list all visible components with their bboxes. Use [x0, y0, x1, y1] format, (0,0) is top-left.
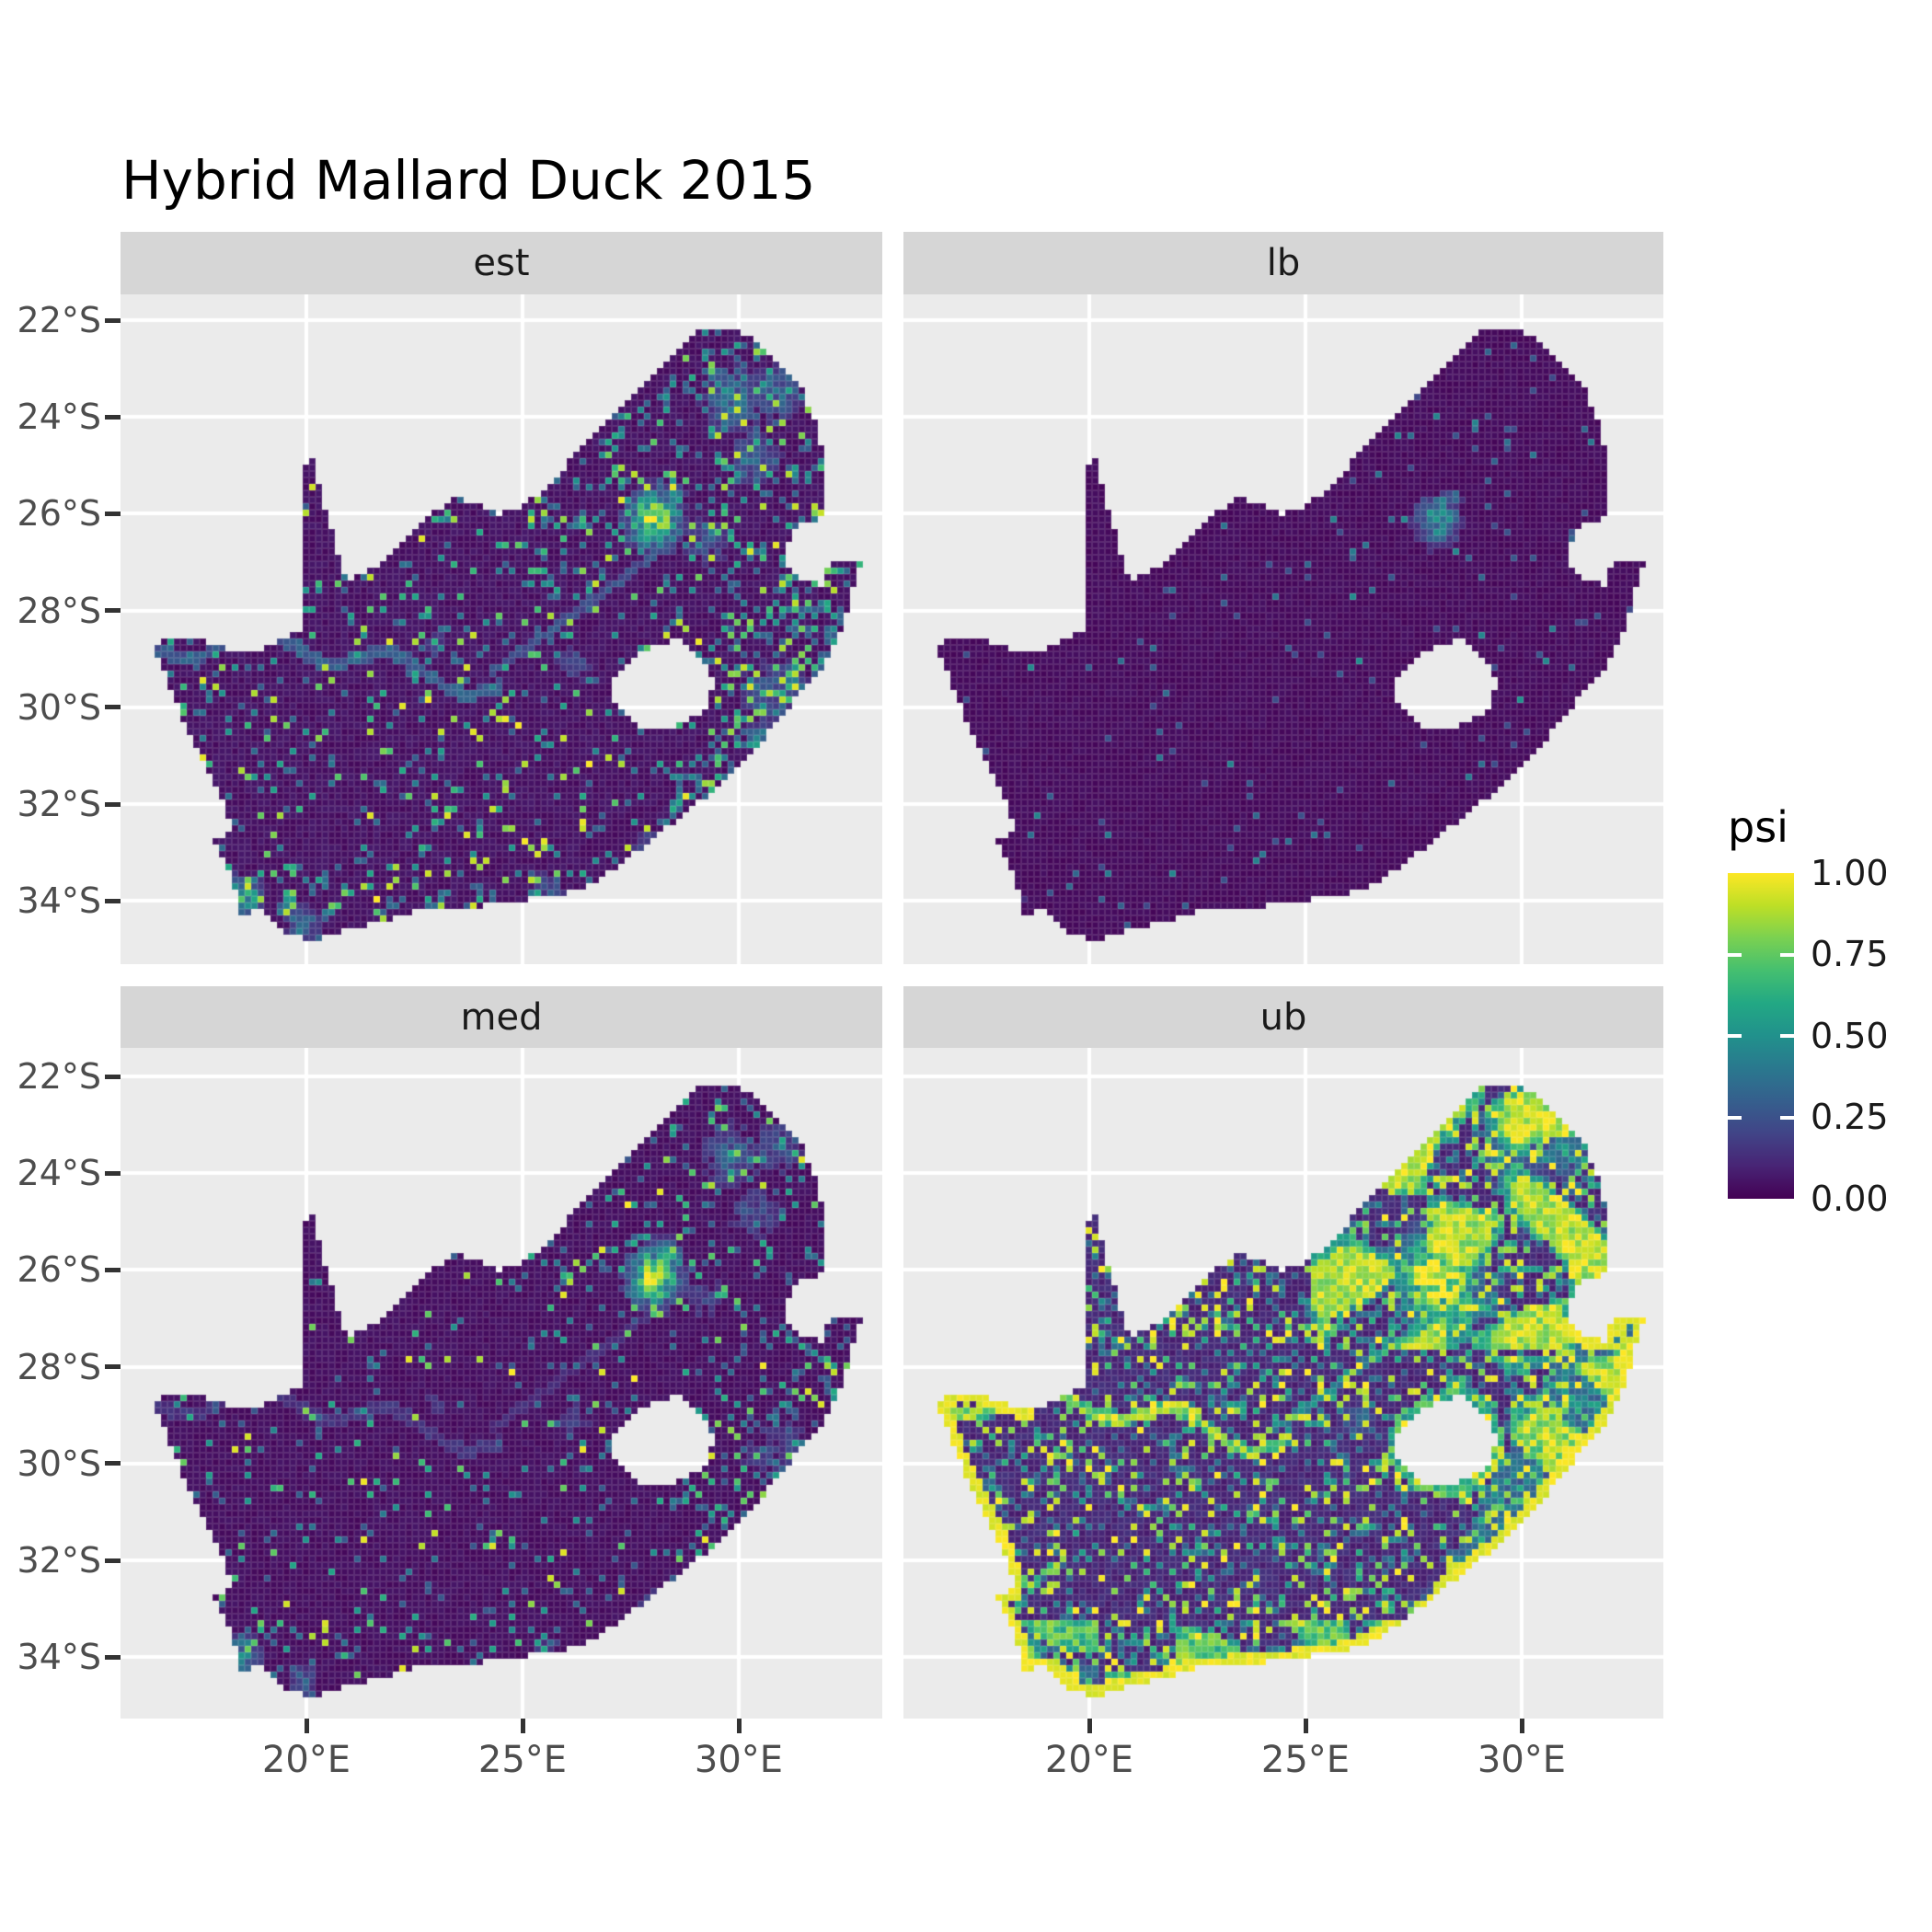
legend-label: 0.25 — [1811, 1097, 1889, 1137]
y-axis-tick — [105, 898, 121, 903]
y-axis-label: 22°S — [17, 300, 101, 340]
map-canvas-med — [121, 1048, 882, 1719]
y-axis-tick — [105, 1364, 121, 1370]
facet-label: est — [473, 242, 530, 284]
legend-label: 1.00 — [1811, 853, 1889, 893]
legend-tick — [1780, 952, 1794, 957]
facet-strip-ub: ub — [903, 986, 1663, 1048]
legend-label: 0.50 — [1811, 1016, 1889, 1056]
y-axis-tick — [105, 1267, 121, 1272]
map-canvas-est — [121, 294, 882, 964]
y-axis-label: 28°S — [17, 1346, 101, 1387]
x-axis-tick — [1519, 1719, 1524, 1733]
facet-strip-lb: lb — [903, 232, 1663, 294]
y-axis-tick — [105, 1461, 121, 1466]
map-canvas-ub — [903, 1048, 1663, 1719]
legend-title: psi — [1728, 802, 1788, 852]
y-axis-tick — [105, 414, 121, 420]
y-axis-label: 26°S — [17, 493, 101, 535]
facet-panel-lb — [903, 294, 1663, 964]
plot-title: Hybrid Mallard Duck 2015 — [121, 149, 816, 212]
y-axis-tick — [105, 1654, 121, 1660]
legend-label: 0.00 — [1811, 1179, 1889, 1219]
legend-label: 0.75 — [1811, 934, 1889, 974]
x-axis-label: 20°E — [1044, 1739, 1134, 1781]
y-axis-label: 32°S — [17, 784, 101, 824]
y-axis-label: 30°S — [17, 686, 101, 728]
x-axis-tick — [736, 1719, 742, 1733]
y-axis-tick — [105, 801, 121, 807]
legend-tick — [1780, 1034, 1794, 1038]
x-axis-label: 30°E — [1477, 1739, 1567, 1781]
y-axis-tick — [105, 1170, 121, 1176]
legend-tick — [1780, 1115, 1794, 1120]
facet-label: ub — [1259, 995, 1307, 1039]
y-axis-label: 28°S — [17, 590, 101, 631]
legend-tick — [1728, 1115, 1742, 1120]
facet-label: med — [460, 995, 543, 1039]
y-axis-tick — [105, 511, 121, 516]
facet-strip-med: med — [121, 986, 882, 1048]
y-axis-label: 24°S — [17, 397, 101, 438]
x-axis-label: 25°E — [1260, 1739, 1351, 1781]
y-axis-tick — [105, 1074, 121, 1079]
facet-panel-med — [121, 1048, 882, 1719]
y-axis-label: 26°S — [17, 1249, 101, 1291]
legend-tick — [1728, 1034, 1742, 1038]
x-axis-tick — [1303, 1719, 1308, 1733]
y-axis-label: 22°S — [17, 1056, 101, 1097]
x-axis-tick — [1087, 1719, 1092, 1733]
y-axis-tick — [105, 317, 121, 323]
y-axis-label: 34°S — [17, 1637, 101, 1678]
facet-panel-est — [121, 294, 882, 964]
x-axis-label: 30°E — [694, 1739, 784, 1781]
map-canvas-lb — [903, 294, 1663, 964]
facet-panel-ub — [903, 1048, 1663, 1719]
y-axis-label: 34°S — [17, 880, 101, 922]
y-axis-tick — [105, 1558, 121, 1563]
y-axis-label: 24°S — [17, 1153, 101, 1194]
y-axis-label: 32°S — [17, 1540, 101, 1581]
facet-label: lb — [1266, 242, 1301, 284]
y-axis-tick — [105, 608, 121, 614]
y-axis-label: 30°S — [17, 1443, 101, 1484]
legend-tick — [1728, 952, 1742, 957]
x-axis-label: 20°E — [261, 1739, 351, 1781]
x-axis-label: 25°E — [477, 1739, 568, 1781]
y-axis-tick — [105, 705, 121, 710]
x-axis-tick — [304, 1719, 309, 1733]
facet-strip-est: est — [121, 232, 882, 294]
x-axis-tick — [520, 1719, 525, 1733]
